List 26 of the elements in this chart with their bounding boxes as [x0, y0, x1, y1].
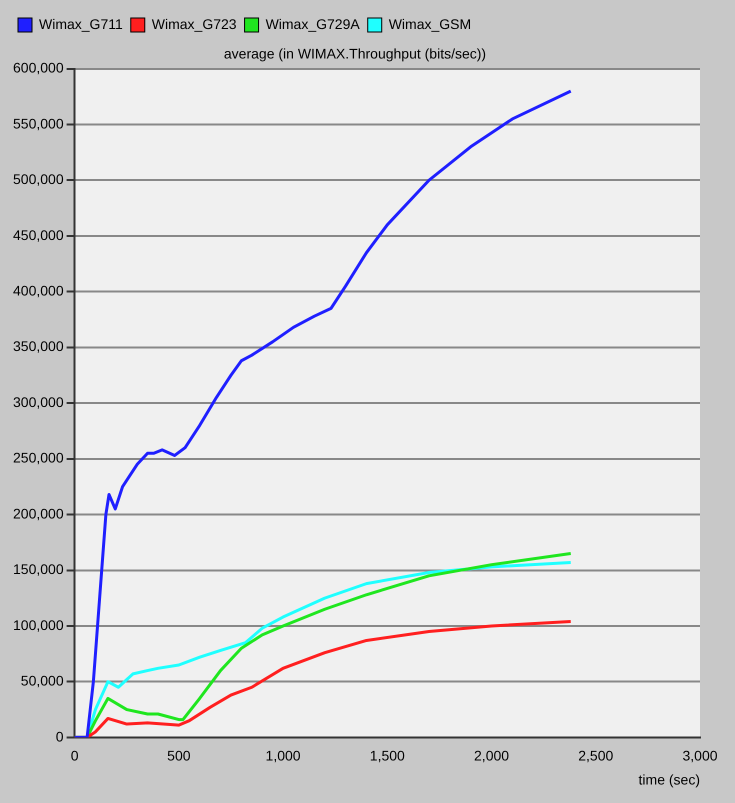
- y-tick-label: 450,000: [12, 226, 64, 243]
- y-tick-label: 300,000: [12, 394, 64, 410]
- y-tick-label: 350,000: [12, 338, 64, 354]
- x-tick-label: 1,500: [370, 748, 406, 764]
- y-tick-label: 0: [56, 728, 64, 744]
- y-tick-label: 250,000: [12, 450, 64, 466]
- legend-label: Wimax_G723: [152, 16, 237, 32]
- legend-label: Wimax_GSM: [388, 16, 472, 32]
- y-tick-label: 200,000: [12, 505, 64, 522]
- y-tick-label: 500,000: [12, 171, 64, 188]
- y-tick-label: 550,000: [12, 115, 64, 132]
- x-tick-label: 500: [167, 748, 191, 764]
- y-tick-label: 150,000: [12, 561, 64, 578]
- y-tick-label: 600,000: [12, 60, 64, 76]
- x-axis-title: time (sec): [638, 771, 700, 788]
- legend-label: Wimax_G729A: [266, 16, 360, 32]
- x-tick-label: 2,000: [474, 748, 510, 764]
- chart-title: average (in WIMAX.Throughput (bits/sec)): [224, 45, 486, 62]
- legend-label: Wimax_G711: [39, 16, 123, 32]
- x-tick-label: 2,500: [578, 748, 614, 764]
- y-tick-label: 50,000: [20, 672, 64, 689]
- y-tick-label: 100,000: [12, 616, 64, 633]
- x-tick-label: 3,000: [682, 748, 718, 764]
- x-tick-label: 0: [70, 748, 79, 764]
- x-tick-label: 1,000: [266, 748, 301, 764]
- y-tick-label: 400,000: [12, 282, 64, 299]
